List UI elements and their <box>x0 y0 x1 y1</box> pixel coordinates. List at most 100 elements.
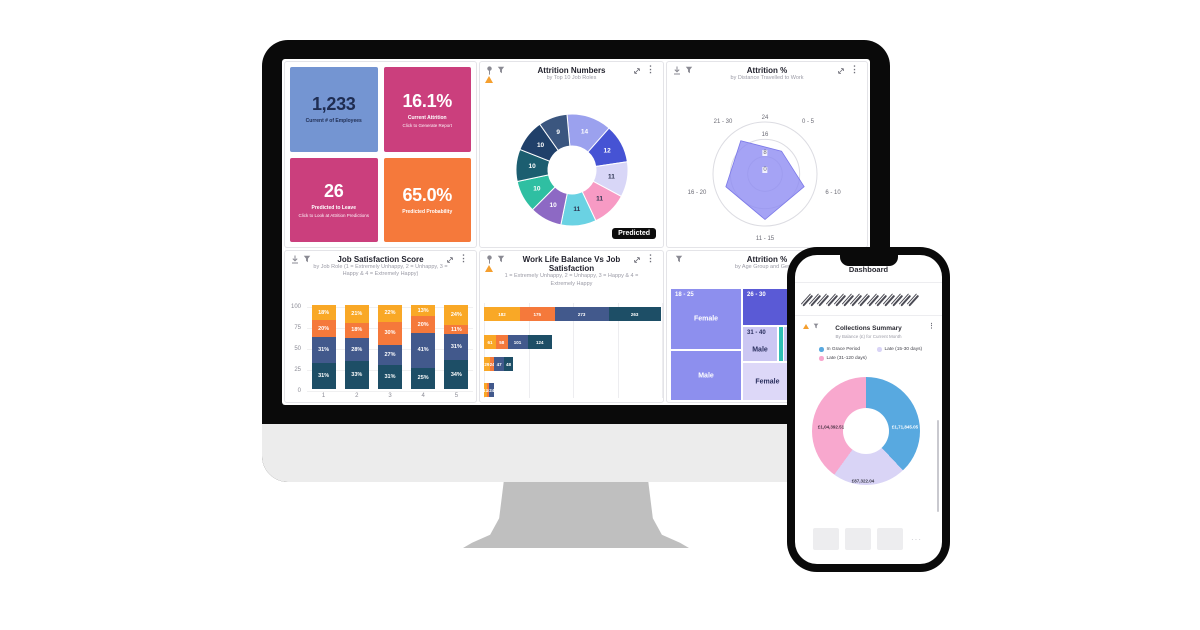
treemap-gender-label: Male <box>752 346 768 354</box>
bar-segment: 41% <box>411 333 436 368</box>
attrition-donut-chart[interactable]: 14 12 11 11 11 10 10 10 10 9 <box>480 62 664 248</box>
radar-polygon <box>725 140 805 221</box>
pin-icon[interactable] <box>486 255 493 264</box>
filter-icon[interactable] <box>497 255 505 263</box>
gridline <box>528 303 530 398</box>
bar-segment: 34% <box>444 360 469 389</box>
bar-segment-label: 25% <box>417 375 429 382</box>
donut-slice-label: 11 <box>596 196 603 203</box>
pie-legend: In Grace Period Late (15-30 days) Late (… <box>819 347 929 361</box>
kpi-value: 26 <box>324 181 344 202</box>
pin-icon[interactable] <box>486 66 493 75</box>
bar-segment: 28% <box>344 337 369 362</box>
expand-icon[interactable] <box>633 256 641 264</box>
radar-category-label: 0 - 5 <box>801 119 815 125</box>
kebab-menu-icon[interactable]: ⋮ <box>646 64 655 74</box>
donut-slice-label: 11 <box>608 173 615 180</box>
treemap-cell-18-25-male[interactable]: Male <box>671 351 741 400</box>
bar-segment-label: 13% <box>417 307 429 314</box>
bar-segment: 24 <box>489 357 495 371</box>
phone-notch <box>839 255 898 266</box>
bar-segment-label: 29 <box>484 361 490 367</box>
bar-segment: 48 <box>503 357 514 371</box>
filter-icon[interactable] <box>303 255 311 263</box>
treemap-cell-18-25-female[interactable]: 18 - 25 Female <box>671 289 741 349</box>
kpi-tile-employees[interactable]: 1,233 Current # of Employees <box>290 67 378 152</box>
bar-segment: 31% <box>311 362 336 389</box>
attrition-radar-chart[interactable] <box>667 62 868 248</box>
legend-item-late-31-120[interactable]: Late (31-120 days) <box>819 356 877 361</box>
expand-icon[interactable] <box>446 256 454 264</box>
warning-icon[interactable] <box>803 324 809 329</box>
donut-slice-label: 12 <box>604 147 612 154</box>
download-arrow-icon[interactable] <box>673 66 681 75</box>
bar-segment-label: 41% <box>417 347 429 354</box>
legend-item-grace-period[interactable]: In Grace Period <box>819 347 877 352</box>
attrition-numbers-panel: ⋮ Attrition Numbers by Top 10 Job Roles … <box>479 61 664 248</box>
bar-segment-label: 263 <box>630 311 639 317</box>
bar-segment-label: 10 <box>487 388 489 393</box>
h-stacked-bar: 182 175 273 263 <box>484 307 661 321</box>
scrollbar[interactable] <box>936 420 939 512</box>
rotated-column-labels <box>800 288 932 312</box>
x-axis-label: 1 <box>321 393 326 399</box>
expand-icon[interactable] <box>633 67 641 75</box>
treemap-age-header: 26 - 30 <box>747 292 766 298</box>
filter-icon[interactable] <box>497 66 505 74</box>
stacked-bar: 25% 41% 20% 13% <box>411 305 436 389</box>
expand-icon[interactable] <box>837 67 845 75</box>
stacked-bar: 31% 31% 20% 18% <box>311 305 336 389</box>
bar-segment-label: 31% <box>318 372 330 379</box>
bar-segment: 27% <box>378 344 402 366</box>
nav-tile[interactable] <box>877 528 903 550</box>
phone-page-title: Dashboard <box>848 265 889 274</box>
download-arrow-icon[interactable] <box>291 255 299 264</box>
collections-donut-chart[interactable] <box>812 377 920 485</box>
kebab-menu-icon[interactable]: ⋮ <box>928 323 935 330</box>
treemap-cell-31-40-male[interactable]: 31 - 40 Male <box>743 327 777 361</box>
nav-tile[interactable] <box>845 528 871 550</box>
radar-category-label: 16 - 20 <box>687 190 707 196</box>
bar-segment-label: 61 <box>487 339 493 345</box>
x-axis-label: 5 <box>454 393 459 399</box>
nav-tile[interactable] <box>813 528 839 550</box>
y-axis-tick: 100 <box>290 304 301 310</box>
panel-title: Job Satisfaction Score <box>337 255 424 264</box>
kebab-menu-icon[interactable]: ⋮ <box>646 253 655 263</box>
gridline <box>307 391 473 392</box>
monitor-stand <box>463 482 689 548</box>
monitor-frame: 1,233 Current # of Employees 16.1% Curre… <box>262 40 890 482</box>
worklife-chart[interactable]: 182175273263615810112429244748171024 <box>480 251 663 402</box>
filter-icon[interactable] <box>813 323 819 329</box>
legend-item-late-15-30[interactable]: Late (15-30 days) <box>877 347 929 352</box>
bar-segment: 18% <box>344 322 369 338</box>
bar-segment: 30% <box>378 321 402 345</box>
treemap-cell-teal-sliver[interactable] <box>779 327 783 361</box>
y-axis-tick: 25 <box>294 367 301 373</box>
kpi-tile-predicted-probability[interactable]: 65.0% Predicted Probability <box>383 157 471 242</box>
worklife-vs-jobsat-panel: ⋮ Work Life Balance Vs Job Satisfaction … <box>479 250 664 403</box>
phone-screen: Dashboard ⋮ Collections Summary By Balan… <box>795 255 942 564</box>
job-satisfaction-panel: ⋮ Job Satisfaction Score by Job Role (1 … <box>284 250 477 403</box>
kpi-tile-current-attrition[interactable]: 16.1% Current Attrition Click to Generat… <box>383 67 471 152</box>
treemap-age-header: 31 - 40 <box>747 330 766 336</box>
bar-segment-label: 24 <box>489 361 495 367</box>
bar-segment-label: 17 <box>484 388 487 393</box>
bar-segment: 18% <box>311 305 336 321</box>
donut-slice[interactable] <box>539 113 571 152</box>
warning-icon[interactable] <box>485 76 493 83</box>
kpi-tile-predicted-leavers[interactable]: 26 Predicted to Leave Click to Look at A… <box>290 157 378 242</box>
more-dots[interactable]: ··· <box>911 534 922 544</box>
bar-segment: 17 <box>484 383 488 397</box>
filter-icon[interactable] <box>685 66 693 74</box>
bar-segment-label: 47 <box>496 361 502 367</box>
bar-segment-label: 30% <box>384 330 396 337</box>
predicted-badge[interactable]: Predicted <box>612 228 656 239</box>
radar-tick-label: 24 <box>760 115 770 121</box>
job-satisfaction-chart[interactable]: 100 75 50 25 0 31% 31% 20% 18% 1 33% 28% 18% 21% 2 31% 2… <box>285 251 476 402</box>
panel-subtitle: 1 = Extremely Unhappy, 2 = Unhappy, 3 = … <box>504 273 639 287</box>
filter-icon[interactable] <box>675 255 683 263</box>
warning-icon[interactable] <box>485 265 493 272</box>
kebab-menu-icon[interactable]: ⋮ <box>850 64 859 74</box>
kebab-menu-icon[interactable]: ⋮ <box>459 253 468 263</box>
